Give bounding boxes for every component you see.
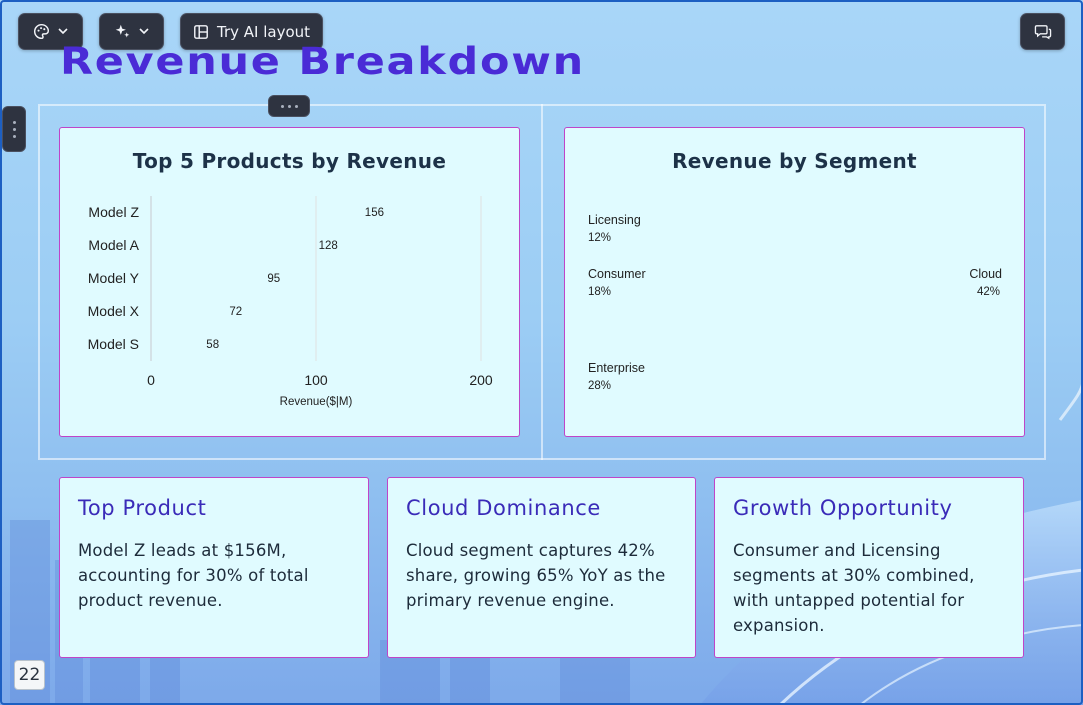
sparkle-icon: [114, 23, 131, 40]
bar: [151, 267, 308, 289]
bar-value-label: 156: [365, 207, 384, 219]
insight-title: Cloud Dominance: [406, 496, 601, 520]
insight-text: Model Z leads at $156M, accounting for 3…: [78, 541, 309, 610]
pie-percent-label: 42%: [977, 286, 1000, 298]
pie-percent-label: 28%: [588, 380, 611, 392]
chevron-down-icon: [58, 28, 68, 35]
y-category-label: Model S: [88, 336, 139, 352]
drag-handle-horizontal[interactable]: [268, 95, 310, 117]
x-tick-label: 200: [469, 372, 493, 388]
bar-value-label: 95: [267, 273, 280, 285]
insight-title: Top Product: [78, 496, 207, 520]
drag-handle-vertical[interactable]: [2, 106, 26, 152]
pie-chart-title: Revenue by Segment: [672, 149, 917, 173]
bar-value-label: 128: [319, 240, 338, 252]
bar-chart-title: Top 5 Products by Revenue: [132, 149, 447, 173]
x-axis-label: Revenue($|M): [280, 396, 353, 408]
insight-text: Consumer and Licensing segments at 30% c…: [733, 541, 975, 635]
insight-title: Growth Opportunity: [733, 496, 953, 520]
page-number-badge[interactable]: 22: [14, 660, 45, 690]
try-ai-layout-label: Try AI layout: [216, 22, 311, 41]
comments-button[interactable]: [1020, 13, 1065, 50]
bar: [151, 333, 247, 355]
chevron-down-icon: [139, 28, 149, 35]
palette-icon: [33, 23, 50, 40]
insight-card-top-product[interactable]: Top Product Model Z leads at $156M, acco…: [59, 477, 369, 658]
pie-category-label: Licensing: [588, 213, 641, 227]
bar-chart: 0 100 200 Model Z 156 Model A 128 Model Y 95 Mode…: [88, 196, 493, 408]
pie-chart: Cloud 42% Enterprise 28% Consumer 18% Licensin…: [588, 213, 1002, 392]
ai-menu-button[interactable]: [99, 13, 164, 50]
pie-category-label: Cloud: [969, 267, 1002, 281]
pie-percent-label: 18%: [588, 286, 611, 298]
insight-card-growth-opportunity[interactable]: Growth Opportunity Consumer and Licensin…: [714, 477, 1024, 658]
bar: [151, 300, 270, 322]
layout-icon: [193, 24, 209, 40]
try-ai-layout-button[interactable]: Try AI layout: [180, 13, 323, 50]
y-category-label: Model X: [88, 303, 140, 319]
bar-value-label: 58: [206, 339, 219, 351]
bar-value-label: 72: [229, 306, 242, 318]
chat-icon: [1034, 24, 1052, 40]
slide-title[interactable]: Revenue Breakdown: [60, 40, 585, 83]
insight-text: Cloud segment captures 42% share, growin…: [406, 541, 666, 610]
bar-chart-card[interactable]: Top 5 Products by Revenue 0 100 200 Model Z…: [59, 127, 520, 437]
pie-chart-card[interactable]: Revenue by Segment Cloud 42% Enterprise 28%…: [564, 127, 1025, 437]
pie-percent-label: 12%: [588, 232, 611, 244]
y-category-label: Model A: [88, 237, 139, 253]
pie-category-label: Consumer: [588, 267, 646, 281]
x-tick-label: 100: [304, 372, 328, 388]
theme-menu-button[interactable]: [18, 13, 83, 50]
pie-category-label: Enterprise: [588, 361, 645, 375]
y-category-label: Model Y: [88, 270, 140, 286]
y-category-label: Model Z: [88, 204, 139, 220]
layout-grid-divider[interactable]: [541, 104, 543, 460]
insight-card-cloud-dominance[interactable]: Cloud Dominance Cloud segment captures 4…: [387, 477, 696, 658]
x-tick-label: 0: [147, 372, 155, 388]
